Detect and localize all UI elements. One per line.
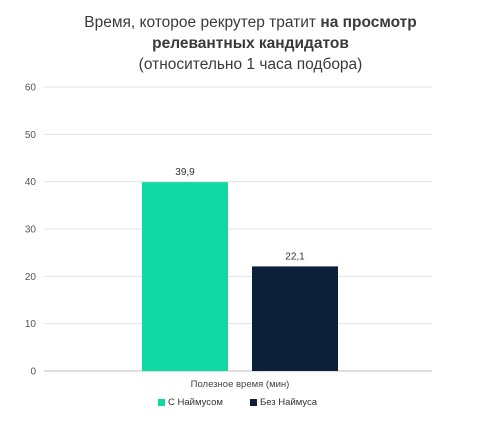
y-tick-label: 40: [25, 177, 37, 188]
legend-label: С Наймусом: [168, 397, 223, 408]
y-tick-label: 60: [25, 83, 37, 94]
title-part-2: на просмотр: [320, 14, 417, 31]
y-axis: 0 10 20 30 40 50 60: [25, 83, 37, 378]
legend-label: Без Наймуса: [260, 397, 318, 408]
bar: [142, 182, 228, 371]
title-line-2: релевантных кандидатов: [152, 35, 349, 52]
y-tick-label: 10: [25, 319, 37, 330]
bar: [252, 266, 338, 371]
x-axis: Полезное время (мин): [191, 379, 290, 390]
y-tick-label: 50: [25, 130, 37, 141]
legend: С Наймусом Без Наймуса: [158, 397, 318, 408]
gridlines: [44, 86, 432, 372]
data-label: 22,1: [285, 251, 305, 262]
data-labels: 39,9 22,1: [175, 167, 305, 262]
legend-swatch: [158, 399, 165, 406]
title-line-3: (относительно 1 часа подбора): [138, 56, 363, 73]
title-line-1: Время, которое рекрутер тратит на просмо…: [0, 12, 501, 33]
chart-title: Время, которое рекрутер тратит на просмо…: [0, 12, 501, 75]
legend-swatch: [250, 399, 257, 406]
title-part-1: Время, которое рекрутер тратит: [84, 14, 317, 31]
y-tick-label: 20: [25, 272, 37, 283]
y-tick-label: 0: [30, 367, 36, 378]
y-tick-label: 30: [25, 225, 37, 236]
data-label: 39,9: [175, 167, 195, 178]
bars: [142, 182, 338, 371]
x-category-label: Полезное время (мин): [191, 379, 290, 390]
